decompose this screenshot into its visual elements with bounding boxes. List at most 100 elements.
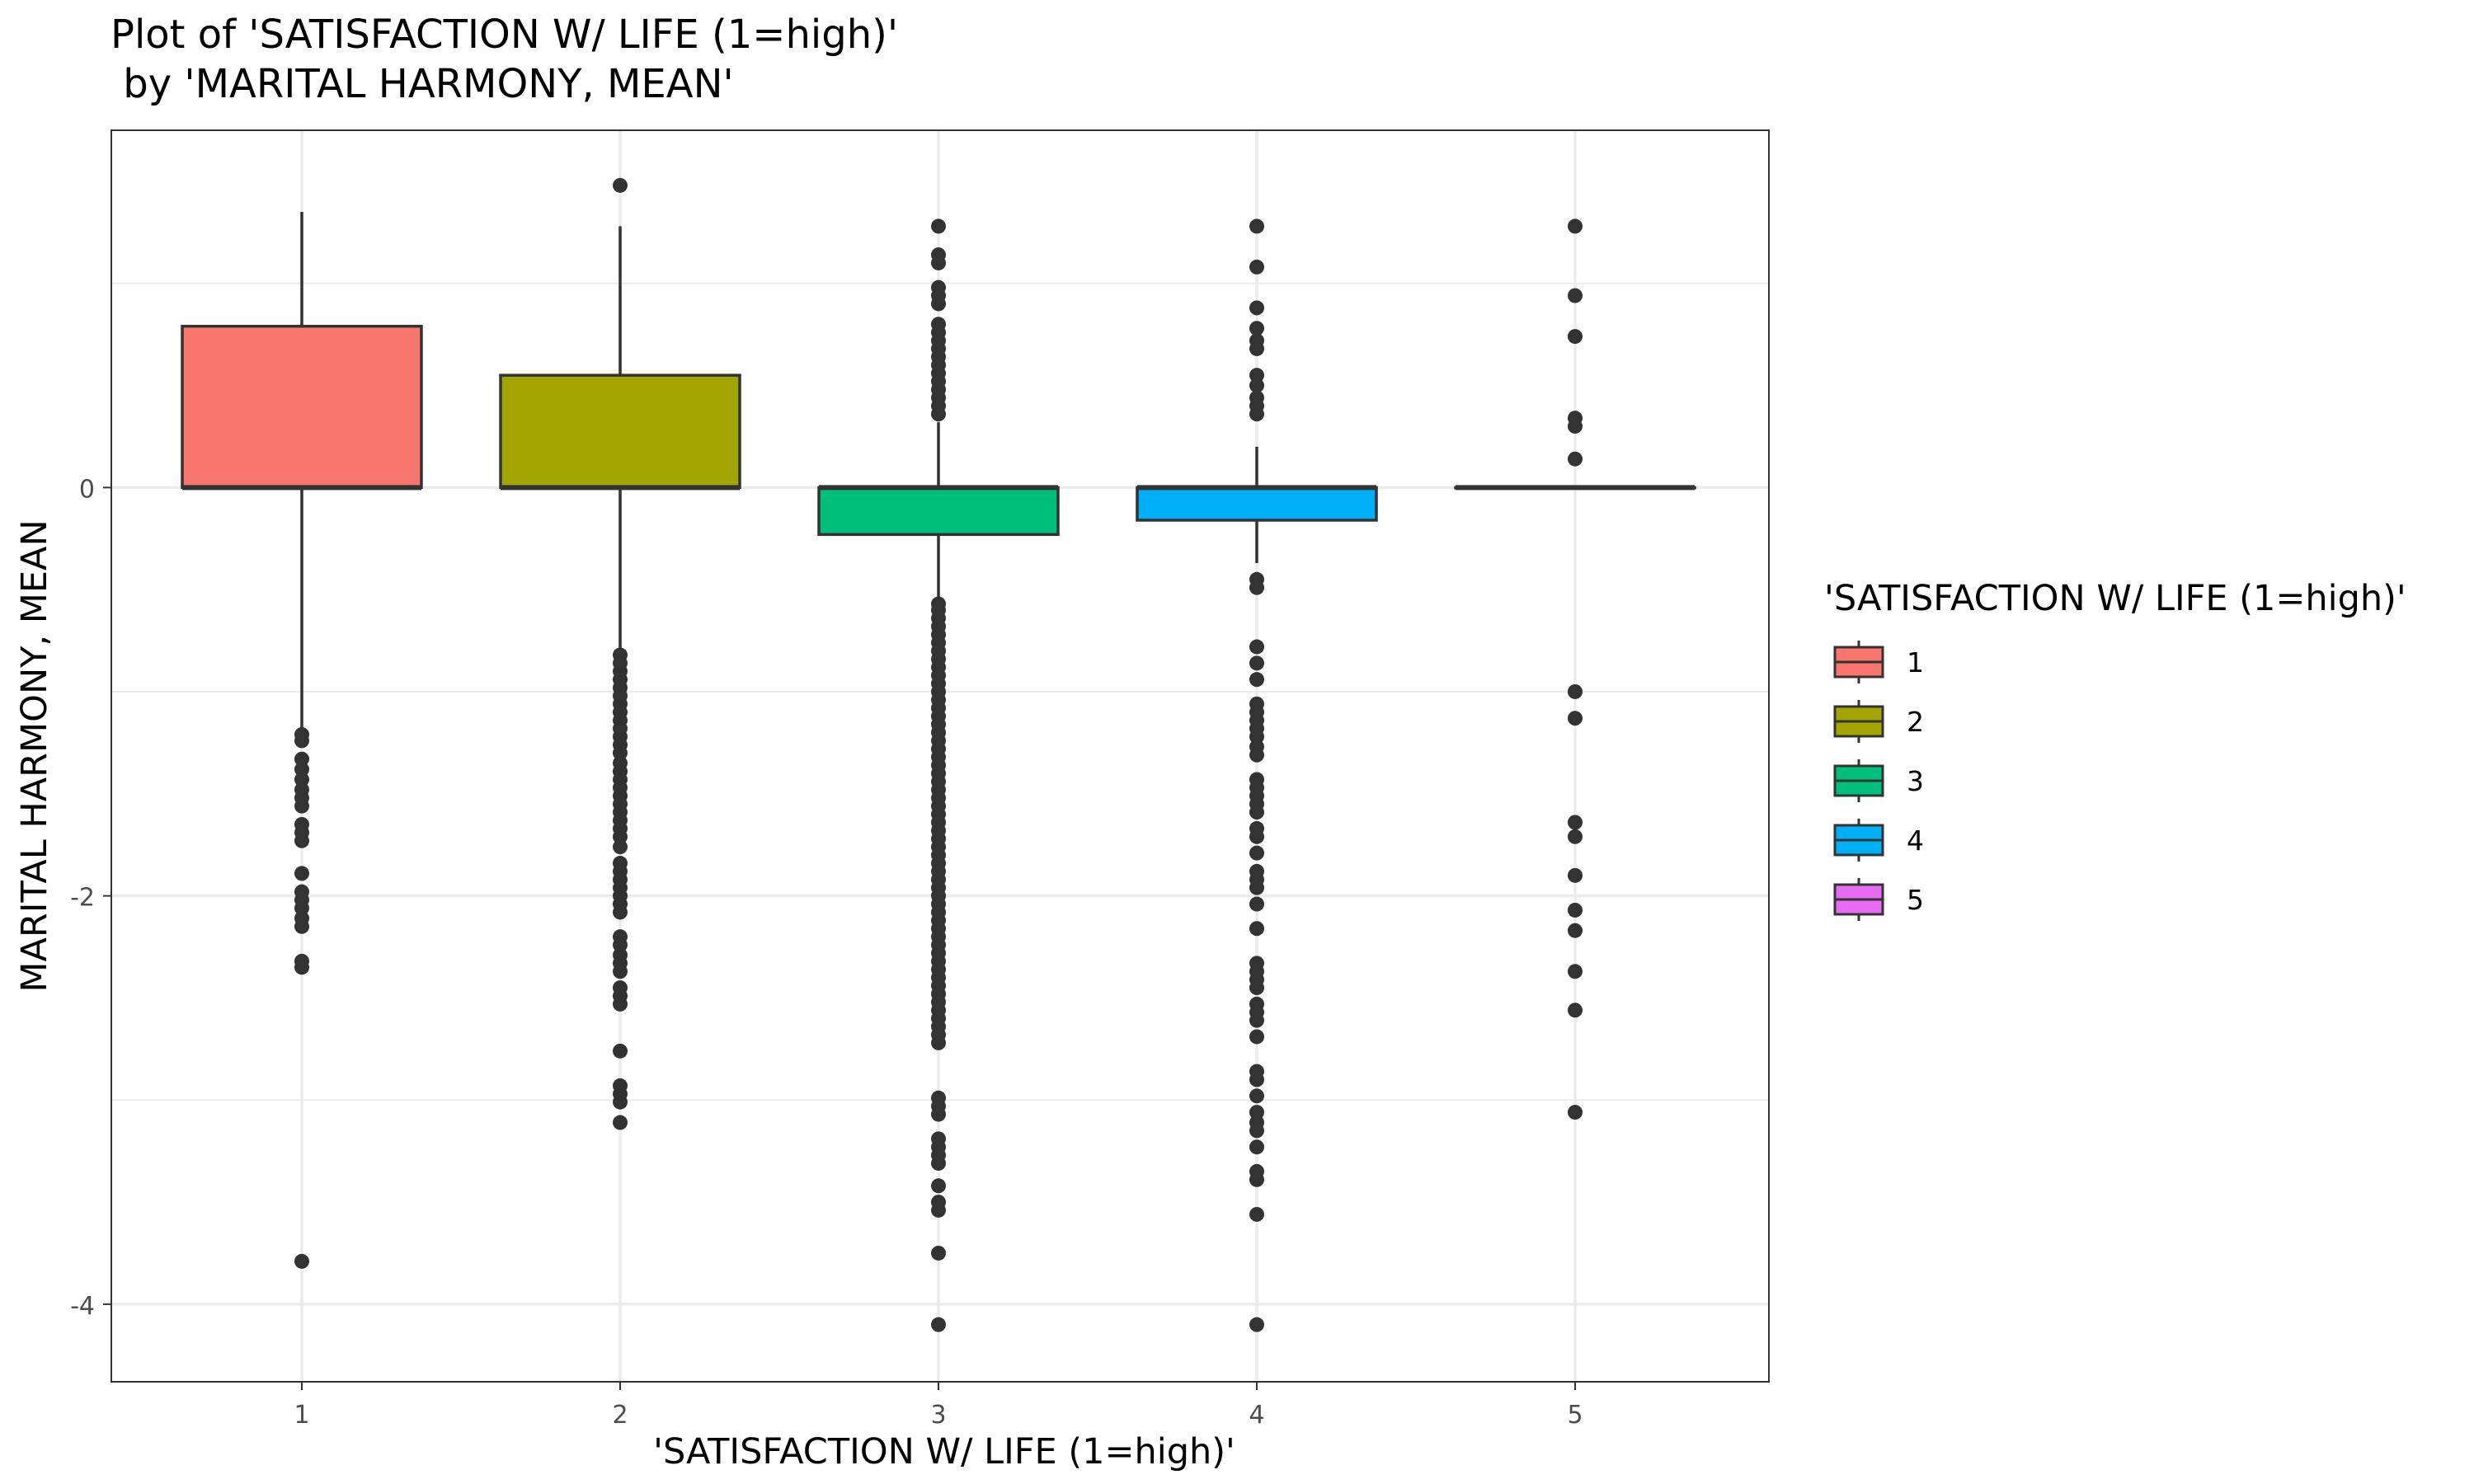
- legend-title: 'SATISFACTION W/ LIFE (1=high)': [1824, 578, 2406, 619]
- outlier-point: [1249, 1088, 1264, 1104]
- box-group-5: [1454, 218, 1696, 1120]
- box-4: [1136, 486, 1378, 522]
- legend-item-5: 5: [1833, 878, 1924, 921]
- outlier-point: [1568, 711, 1583, 726]
- outlier-point: [1249, 218, 1264, 234]
- chart-title-line2: by 'MARITAL HARMONY, MEAN': [111, 61, 734, 107]
- outlier-point: [1249, 1072, 1264, 1087]
- outlier-point: [294, 1253, 309, 1269]
- outlier-point: [931, 1317, 946, 1332]
- x-axis-label: 'SATISFACTION W/ LIFE (1=high)': [653, 1431, 1235, 1472]
- outlier-point: [613, 839, 628, 855]
- outlier-point: [294, 762, 309, 777]
- outlier-point: [1249, 1206, 1264, 1222]
- outlier-point: [1568, 451, 1583, 467]
- outlier-point: [1568, 1003, 1583, 1018]
- legend: 1 2 3 4 5: [1833, 641, 1924, 921]
- outlier-point: [931, 1245, 946, 1261]
- outlier-point: [613, 904, 628, 920]
- outlier-point: [1249, 729, 1264, 744]
- x-tick-label: 5: [1567, 1401, 1583, 1430]
- outlier-point: [1568, 902, 1583, 918]
- outlier-point: [613, 1043, 628, 1059]
- outlier-point: [1568, 683, 1583, 699]
- outlier-point: [294, 960, 309, 975]
- box-2: [499, 373, 741, 490]
- outlier-point: [1249, 340, 1264, 356]
- box-group-2: [499, 177, 741, 1130]
- outlier-point: [1249, 259, 1264, 275]
- outlier-point: [1249, 1317, 1264, 1332]
- outlier-point: [1249, 378, 1264, 393]
- legend-label: 5: [1907, 884, 1924, 916]
- outlier-point: [931, 1156, 946, 1172]
- outlier-point: [1249, 655, 1264, 671]
- legend-item-3: 3: [1833, 759, 1924, 802]
- outlier-point: [931, 1106, 946, 1122]
- outlier-point: [294, 751, 309, 767]
- outlier-point: [1249, 896, 1264, 912]
- outlier-point: [613, 1094, 628, 1110]
- outlier-point: [931, 1178, 946, 1194]
- outlier-point: [1249, 980, 1264, 996]
- outlier-point: [1249, 805, 1264, 820]
- box-group-1: [181, 212, 423, 1269]
- outlier-point: [613, 996, 628, 1012]
- x-tick-label: 3: [930, 1401, 946, 1430]
- x-tick-label: 1: [294, 1401, 309, 1430]
- box-1: [181, 324, 423, 490]
- legend-item-4: 4: [1833, 819, 1924, 862]
- outlier-point: [1249, 845, 1264, 861]
- x-tick-label: 4: [1249, 1401, 1264, 1430]
- outlier-point: [1249, 406, 1264, 422]
- outlier-point: [931, 255, 946, 270]
- outlier-point: [1568, 829, 1583, 844]
- outlier-point: [1568, 964, 1583, 979]
- outlier-point: [294, 900, 309, 916]
- legend-label: 1: [1907, 646, 1924, 679]
- outlier-point: [1249, 368, 1264, 383]
- outlier-point: [1568, 288, 1583, 303]
- axis-ticks-layer: -4 -2 0 1 2 3 4 5: [70, 475, 1583, 1430]
- outlier-point: [931, 406, 946, 422]
- outlier-point: [931, 1202, 946, 1218]
- outlier-point: [294, 733, 309, 749]
- outlier-point: [1249, 1012, 1264, 1028]
- legend-label: 3: [1907, 765, 1924, 797]
- outlier-point: [1249, 1029, 1264, 1045]
- y-tick-label: 0: [79, 475, 95, 504]
- outlier-point: [1249, 639, 1264, 655]
- outlier-point: [1249, 1172, 1264, 1187]
- outlier-point: [1249, 321, 1264, 336]
- outlier-point: [931, 1035, 946, 1050]
- outlier-point: [1568, 867, 1583, 883]
- outlier-point: [613, 177, 628, 193]
- legend-label: 2: [1907, 706, 1924, 738]
- outlier-point: [294, 772, 309, 787]
- outlier-point: [613, 1115, 628, 1130]
- x-tick-label: 2: [612, 1401, 628, 1430]
- outlier-point: [1249, 580, 1264, 595]
- outlier-point: [1249, 921, 1264, 937]
- outlier-point: [931, 296, 946, 312]
- outlier-point: [613, 937, 628, 953]
- outlier-point: [1249, 880, 1264, 895]
- outlier-point: [613, 964, 628, 979]
- outlier-point: [613, 829, 628, 844]
- plot-border: [111, 129, 1770, 1383]
- box-group-3: [817, 218, 1060, 1332]
- y-tick-label: -4: [70, 1292, 95, 1321]
- outlier-point: [1249, 747, 1264, 763]
- outlier-point: [1249, 829, 1264, 844]
- outlier-point: [931, 218, 946, 234]
- outlier-point: [1568, 218, 1583, 234]
- boxes-layer: [181, 177, 1696, 1332]
- outlier-point: [1249, 300, 1264, 316]
- outlier-point: [1249, 1105, 1264, 1120]
- legend-item-1: 1: [1833, 641, 1924, 683]
- outlier-point: [613, 745, 628, 761]
- outlier-point: [1249, 672, 1264, 688]
- outlier-point: [1568, 1105, 1583, 1120]
- outlier-point: [1249, 1123, 1264, 1139]
